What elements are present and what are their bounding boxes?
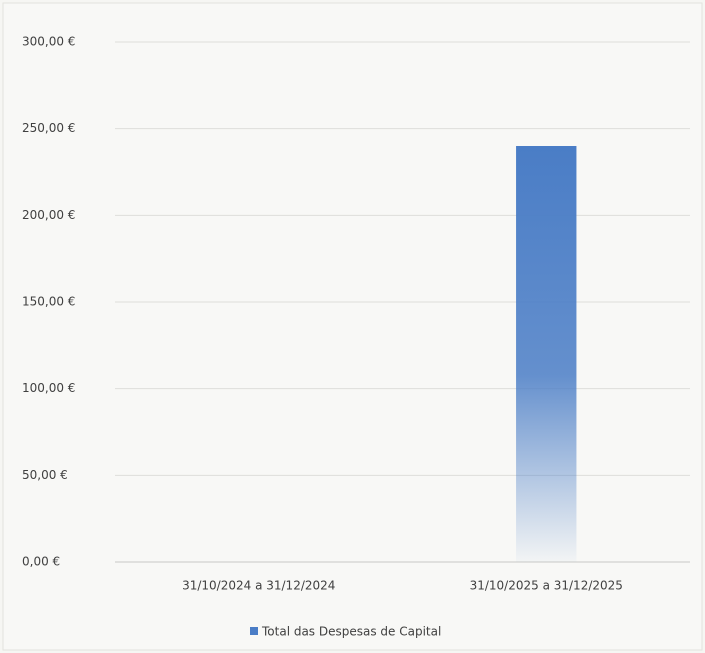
y-tick-label: 50,00 € [22, 468, 68, 482]
x-tick-label: 31/10/2024 a 31/12/2024 [182, 579, 335, 593]
y-tick-label: 100,00 € [22, 381, 75, 395]
y-tick-label: 200,00 € [22, 208, 75, 222]
bar [516, 146, 577, 562]
legend-label: Total das Despesas de Capital [261, 625, 441, 639]
y-tick-label: 0,00 € [22, 555, 60, 569]
x-tick-label: 31/10/2025 a 31/12/2025 [470, 579, 623, 593]
y-tick-label: 150,00 € [22, 295, 75, 309]
legend-swatch [250, 627, 258, 635]
y-tick-label: 250,00 € [22, 121, 75, 135]
y-tick-label: 300,00 € [22, 35, 75, 49]
